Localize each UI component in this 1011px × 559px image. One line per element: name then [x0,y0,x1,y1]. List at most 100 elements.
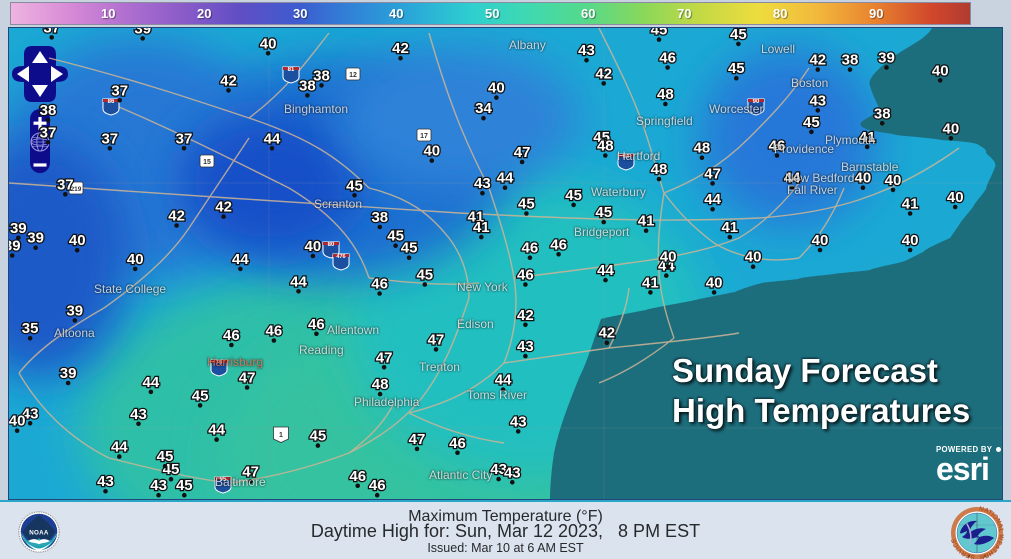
svg-text:39: 39 [10,220,27,237]
svg-text:40: 40 [745,249,762,266]
svg-text:46: 46 [308,316,325,333]
svg-text:47: 47 [514,144,531,161]
svg-text:46: 46 [517,267,534,284]
svg-text:12: 12 [349,72,357,79]
svg-text:47: 47 [409,431,426,448]
svg-text:48: 48 [657,86,674,103]
svg-text:37: 37 [111,82,128,99]
svg-text:37: 37 [40,124,57,141]
svg-text:40: 40 [943,120,960,137]
svg-text:47: 47 [704,165,721,182]
svg-text:40: 40 [127,251,144,268]
svg-text:44: 44 [704,191,721,208]
svg-text:45: 45 [803,114,820,131]
svg-text:47: 47 [428,331,445,348]
svg-text:38: 38 [874,105,891,122]
svg-text:42: 42 [168,208,185,225]
svg-text:86: 86 [108,99,115,105]
svg-text:40: 40 [660,249,677,266]
svg-text:43: 43 [578,42,595,59]
svg-text:44: 44 [495,372,512,389]
svg-text:35: 35 [22,320,39,337]
svg-text:40: 40 [885,172,902,189]
svg-text:44: 44 [290,273,307,290]
svg-text:40: 40 [69,232,86,249]
svg-text:40: 40 [488,80,505,97]
svg-text:40: 40 [932,62,949,79]
svg-text:39: 39 [878,50,895,67]
svg-text:46: 46 [266,323,283,340]
svg-text:45: 45 [176,477,193,494]
svg-text:43: 43 [510,413,527,430]
svg-text:43: 43 [150,477,167,494]
svg-text:44: 44 [111,439,128,456]
svg-text:34: 34 [475,100,492,117]
svg-text:44: 44 [232,251,249,268]
svg-text:80: 80 [328,242,335,248]
svg-text:45: 45 [157,448,174,465]
svg-text:39: 39 [66,302,83,319]
svg-text:81: 81 [288,67,295,73]
svg-text:42: 42 [220,72,237,89]
svg-text:44: 44 [497,170,514,187]
svg-text:42: 42 [809,52,826,69]
svg-text:45: 45 [595,204,612,221]
svg-text:40: 40 [9,413,25,430]
svg-text:43: 43 [517,338,534,355]
svg-text:15: 15 [203,159,211,166]
svg-text:45: 45 [651,28,668,39]
svg-text:42: 42 [215,199,232,216]
svg-text:46: 46 [371,276,388,293]
svg-text:37: 37 [57,176,74,193]
svg-text:47: 47 [239,370,256,387]
svg-text:42: 42 [595,65,612,82]
svg-text:42: 42 [598,325,615,342]
svg-text:48: 48 [651,161,668,178]
svg-text:44: 44 [208,422,225,439]
svg-text:37: 37 [43,28,60,36]
svg-text:46: 46 [449,435,466,452]
svg-text:NOAA: NOAA [29,530,49,537]
svg-text:47: 47 [376,349,393,366]
svg-text:43: 43 [809,92,826,109]
svg-text:1: 1 [279,432,283,439]
svg-text:40: 40 [812,232,829,249]
svg-text:38: 38 [371,209,388,226]
svg-text:39: 39 [27,230,44,247]
svg-text:45: 45 [346,177,363,194]
svg-text:45: 45 [192,387,209,404]
svg-text:43: 43 [504,464,521,481]
svg-text:48: 48 [694,140,711,157]
svg-text:41: 41 [902,196,919,213]
svg-text:43: 43 [97,473,114,490]
svg-text:45: 45 [401,240,418,257]
svg-text:48: 48 [597,138,614,155]
svg-text:17: 17 [420,133,428,140]
svg-text:39: 39 [60,365,77,382]
svg-text:41: 41 [638,213,655,230]
svg-text:38: 38 [40,102,57,119]
svg-text:38: 38 [299,77,316,94]
svg-text:43: 43 [130,406,147,423]
svg-text:46: 46 [522,240,539,257]
svg-text:41: 41 [642,274,659,291]
svg-text:46: 46 [550,236,567,253]
svg-text:46: 46 [659,50,676,67]
svg-text:45: 45 [310,428,327,445]
svg-text:40: 40 [706,274,723,291]
svg-text:46: 46 [349,468,366,485]
svg-text:39: 39 [9,238,21,255]
svg-text:45: 45 [728,60,745,77]
svg-text:40: 40 [902,232,919,249]
svg-text:45: 45 [565,187,582,204]
svg-text:44: 44 [143,374,160,391]
svg-text:45: 45 [730,28,747,43]
svg-text:37: 37 [101,130,118,147]
svg-text:41: 41 [473,219,490,236]
svg-text:40: 40 [260,35,277,52]
svg-text:41: 41 [721,219,738,236]
svg-text:476: 476 [336,254,345,260]
svg-text:44: 44 [264,130,281,147]
svg-text:40: 40 [947,189,964,206]
svg-text:44: 44 [597,262,614,279]
